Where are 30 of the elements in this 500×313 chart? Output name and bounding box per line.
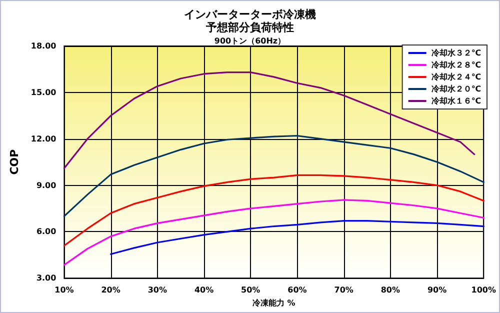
x-tick-label: 50% [241, 286, 260, 295]
legend-label: 冷却水３２℃ [431, 48, 482, 58]
x-tick-label: 20% [101, 286, 120, 295]
x-tick-label: 30% [148, 286, 167, 295]
y-tick-label: 6.00 [36, 227, 57, 236]
y-tick-label: 3.00 [36, 274, 57, 283]
legend-label: 冷却水２８℃ [431, 60, 482, 70]
y-tick-label: 15.00 [30, 88, 57, 97]
x-axis-title: 冷凍能力 % [252, 298, 296, 308]
line-series [63, 199, 484, 266]
line-series [110, 220, 484, 255]
x-tick-label: 40% [194, 286, 214, 295]
y-axis-title: COP [8, 149, 21, 175]
text: 900トン（60Hz） [214, 36, 286, 46]
x-tick-label: 100% [471, 286, 496, 295]
x-tick-label: 80% [380, 286, 400, 295]
line-series [63, 134, 484, 218]
x-tick-label: 90% [427, 286, 447, 295]
line-series [63, 174, 484, 246]
y-tick-label: 12.00 [30, 134, 57, 144]
x-tick-label: 10% [54, 286, 74, 295]
y-tick-label: 9.00 [36, 180, 57, 190]
y-tick-label: 18.00 [30, 42, 57, 50]
legend-label: 冷却水２４℃ [431, 72, 482, 82]
x-tick-label: 60% [288, 286, 307, 295]
legend-label: 冷却水１６℃ [431, 96, 482, 106]
chart-title: インバーターターボ冷凍機 [184, 8, 316, 21]
chart-subtitle: 予想部分負荷特性 [205, 21, 294, 34]
x-tick-label: 70% [334, 286, 354, 295]
legend-label: 冷却水２０℃ [431, 84, 482, 94]
